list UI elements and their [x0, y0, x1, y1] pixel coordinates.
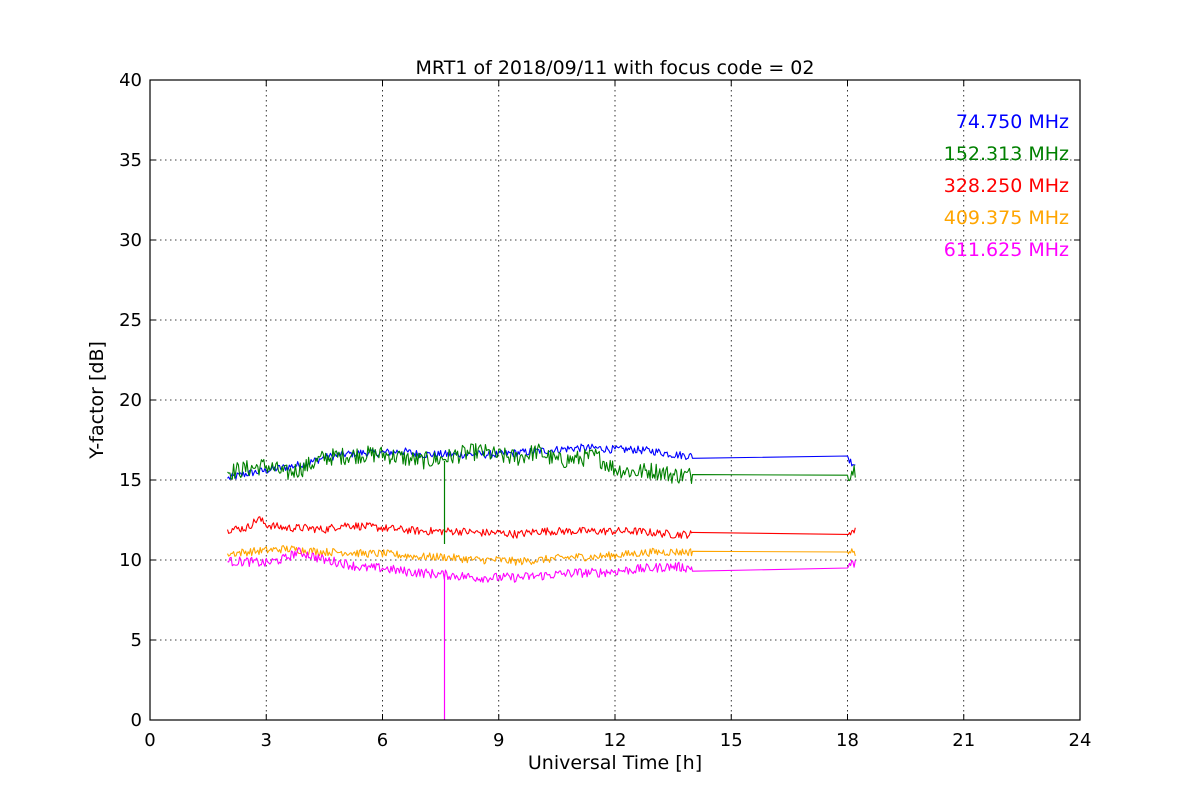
x-tick-label: 18: [836, 730, 859, 751]
y-axis-label: Y-factor [dB]: [86, 341, 108, 460]
x-tick-label: 9: [493, 730, 504, 751]
axis-ticks: 0 3 6 9 12 15 18 21 24 0 5 10 15 20 25 30 35 40: [119, 70, 1091, 751]
series-line: [227, 547, 856, 583]
y-tick-label: 40: [119, 70, 142, 91]
series-line: [226, 516, 856, 539]
y-tick-label: 10: [119, 550, 142, 571]
series-line: [227, 443, 856, 484]
legend-entry: 409.375 MHz: [944, 207, 1069, 229]
x-tick-label: 24: [1069, 730, 1092, 751]
series-group: [226, 443, 856, 720]
plot-frame: [149, 79, 1081, 721]
y-tick-label: 20: [119, 390, 142, 411]
legend-entry: 74.750 MHz: [956, 111, 1069, 133]
x-tick-label: 3: [261, 730, 272, 751]
x-tick-label: 15: [720, 730, 743, 751]
y-tick-label: 30: [119, 230, 142, 251]
x-tick-label: 6: [377, 730, 388, 751]
legend-entry: 152.313 MHz: [944, 143, 1069, 165]
legend-entry: 611.625 MHz: [944, 239, 1069, 261]
x-tick-label: 21: [952, 730, 975, 751]
y-tick-label: 35: [119, 150, 142, 171]
x-axis-label: Universal Time [h]: [528, 752, 702, 774]
plot-area: [226, 443, 856, 720]
y-tick-label: 5: [131, 630, 142, 651]
chart-title: MRT1 of 2018/09/11 with focus code = 02: [416, 57, 815, 79]
x-tick-label: 0: [144, 730, 155, 751]
legend: 74.750 MHz 152.313 MHz 328.250 MHz 409.375 …: [944, 111, 1069, 261]
x-tick-label: 12: [604, 730, 627, 751]
y-tick-label: 25: [119, 310, 142, 331]
y-tick-label: 15: [119, 470, 142, 491]
y-tick-label: 0: [131, 710, 142, 731]
grid: [150, 80, 1080, 720]
legend-entry: 328.250 MHz: [944, 175, 1069, 197]
